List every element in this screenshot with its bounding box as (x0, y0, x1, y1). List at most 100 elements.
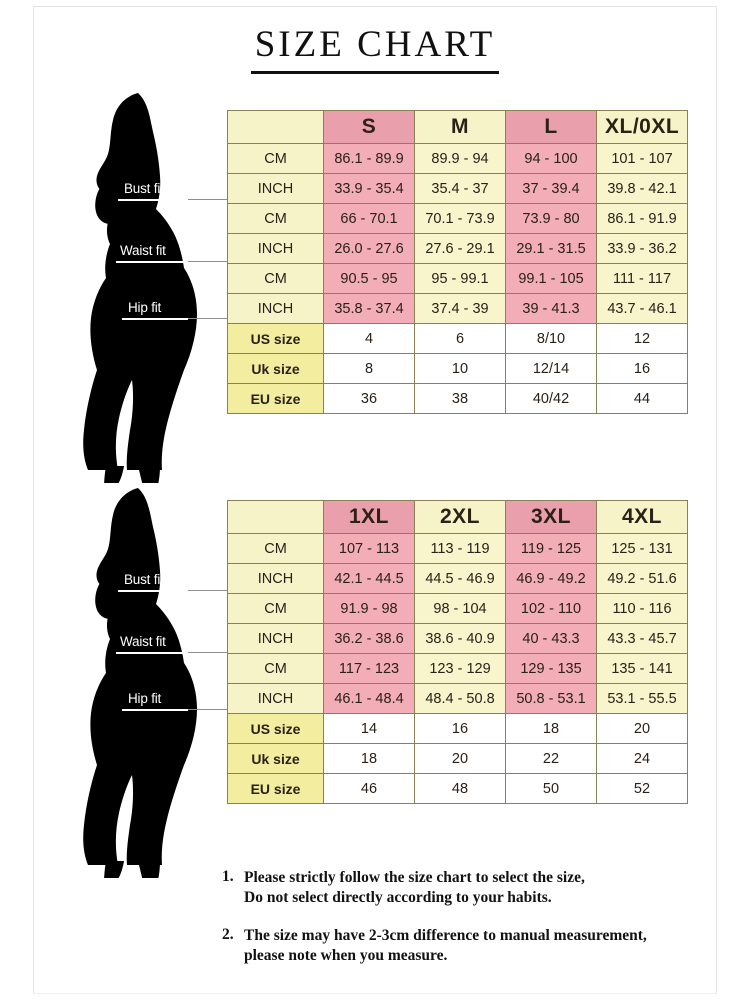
bust-fit-rule-1 (118, 199, 188, 201)
table-cell: 8/10 (505, 323, 597, 354)
note-item: 1. Please strictly follow the size chart… (222, 868, 732, 909)
table-row: CM 117 - 123 123 - 129 129 - 135 135 - 141 (227, 653, 688, 684)
size-table-2: 1XL 2XL 3XL 4XL CM 107 - 113 113 - 119 119 … (227, 500, 688, 804)
size-table-1-head: S M L XL/0XL (227, 110, 688, 144)
table-cell: 86.1 - 91.9 (596, 203, 688, 234)
table-cell: 36.2 - 38.6 (323, 623, 415, 654)
hip-fit-rule-2 (122, 709, 188, 711)
silhouette-icon (83, 488, 197, 878)
waist-fit-leader-1 (188, 261, 228, 262)
header-cell-1xl: 1XL (323, 500, 415, 534)
hip-fit-leader-2 (188, 709, 228, 710)
table-cell: 16 (596, 353, 688, 384)
waist-fit-rule-2 (116, 652, 188, 654)
frame-top-edge (33, 6, 717, 7)
bust-fit-label-1: Bust fit (124, 181, 164, 196)
table-cell: 6 (414, 323, 506, 354)
table-cell: 39.8 - 42.1 (596, 173, 688, 204)
table-cell: 42.1 - 44.5 (323, 563, 415, 594)
row-label-cell: EU size (227, 383, 324, 414)
row-label-cell: INCH (227, 173, 324, 204)
table-cell: 40 - 43.3 (505, 623, 597, 654)
table-cell: 111 - 117 (596, 263, 688, 294)
bust-fit-rule-2 (118, 590, 188, 592)
table-cell: 37.4 - 39 (414, 293, 506, 324)
table-cell: 49.2 - 51.6 (596, 563, 688, 594)
table-cell: 113 - 119 (414, 533, 506, 564)
table-cell: 91.9 - 98 (323, 593, 415, 624)
table-cell: 12 (596, 323, 688, 354)
page-title: SIZE CHART (250, 25, 500, 74)
row-label-cell: US size (227, 323, 324, 354)
row-label-cell: CM (227, 203, 324, 234)
table-row: US size 4 6 8/10 12 (227, 323, 688, 354)
table-row: CM 107 - 113 113 - 119 119 - 125 125 - 131 (227, 533, 688, 564)
size-table-2-body: CM 107 - 113 113 - 119 119 - 125 125 - 131 IN… (227, 533, 688, 804)
table-cell: 38.6 - 40.9 (414, 623, 506, 654)
waist-fit-leader-2 (188, 652, 228, 653)
hip-fit-label-2: Hip fit (128, 691, 162, 706)
table-cell: 107 - 113 (323, 533, 415, 564)
table-cell: 35.4 - 37 (414, 173, 506, 204)
frame-left-edge (33, 6, 34, 994)
table-cell: 4 (323, 323, 415, 354)
table-cell: 48 (414, 773, 506, 804)
table-cell: 10 (414, 353, 506, 384)
table-cell: 117 - 123 (323, 653, 415, 684)
table-row: Uk size 8 10 12/14 16 (227, 353, 688, 384)
table-cell: 123 - 129 (414, 653, 506, 684)
row-label-cell: CM (227, 593, 324, 624)
table-cell: 70.1 - 73.9 (414, 203, 506, 234)
table-row: INCH 33.9 - 35.4 35.4 - 37 37 - 39.4 39.8 - … (227, 173, 688, 204)
table-cell: 101 - 107 (596, 143, 688, 174)
table-cell: 20 (596, 713, 688, 744)
table-row: US size 14 16 18 20 (227, 713, 688, 744)
table-cell: 73.9 - 80 (505, 203, 597, 234)
table-row: Uk size 18 20 22 24 (227, 743, 688, 774)
table-cell: 98 - 104 (414, 593, 506, 624)
table-cell: 43.3 - 45.7 (596, 623, 688, 654)
table-cell: 95 - 99.1 (414, 263, 506, 294)
table-cell: 16 (414, 713, 506, 744)
table-cell: 119 - 125 (505, 533, 597, 564)
note-number: 1. (222, 868, 234, 885)
table-cell: 44 (596, 383, 688, 414)
note-line: please note when you measure. (244, 947, 448, 965)
hip-fit-label-1: Hip fit (128, 300, 162, 315)
table-cell: 18 (505, 713, 597, 744)
waist-fit-label-1: Waist fit (120, 243, 166, 258)
header-cell-3xl: 3XL (505, 500, 597, 534)
table-cell: 18 (323, 743, 415, 774)
row-label-cell: CM (227, 653, 324, 684)
note-item: 2. The size may have 2-3cm difference to… (222, 926, 732, 967)
row-label-cell: INCH (227, 563, 324, 594)
table-cell: 129 - 135 (505, 653, 597, 684)
table-row: INCH 46.1 - 48.4 48.4 - 50.8 50.8 - 53.1 53.… (227, 683, 688, 714)
table-cell: 102 - 110 (505, 593, 597, 624)
female-silhouette-figure-2 (66, 483, 241, 878)
table-cell: 110 - 116 (596, 593, 688, 624)
table-cell: 43.7 - 46.1 (596, 293, 688, 324)
size-table-2-head: 1XL 2XL 3XL 4XL (227, 500, 688, 534)
table-cell: 38 (414, 383, 506, 414)
row-label-cell: US size (227, 713, 324, 744)
bust-fit-label-2: Bust fit (124, 572, 164, 587)
bust-fit-leader-1 (188, 199, 228, 200)
header-cell-m: M (414, 110, 506, 144)
table-cell: 20 (414, 743, 506, 774)
row-label-cell: INCH (227, 623, 324, 654)
table-cell: 50.8 - 53.1 (505, 683, 597, 714)
silhouette-icon (83, 93, 197, 483)
header-cell-xl: XL/0XL (596, 110, 688, 144)
row-label-cell: Uk size (227, 353, 324, 384)
note-number: 2. (222, 925, 234, 943)
note-line: The size may have 2-3cm difference to ma… (244, 926, 647, 944)
table-cell: 22 (505, 743, 597, 774)
frame-right-edge (716, 6, 717, 994)
table-cell: 52 (596, 773, 688, 804)
row-label-cell: CM (227, 263, 324, 294)
row-label-cell: INCH (227, 683, 324, 714)
table-cell: 8 (323, 353, 415, 384)
table-cell: 125 - 131 (596, 533, 688, 564)
